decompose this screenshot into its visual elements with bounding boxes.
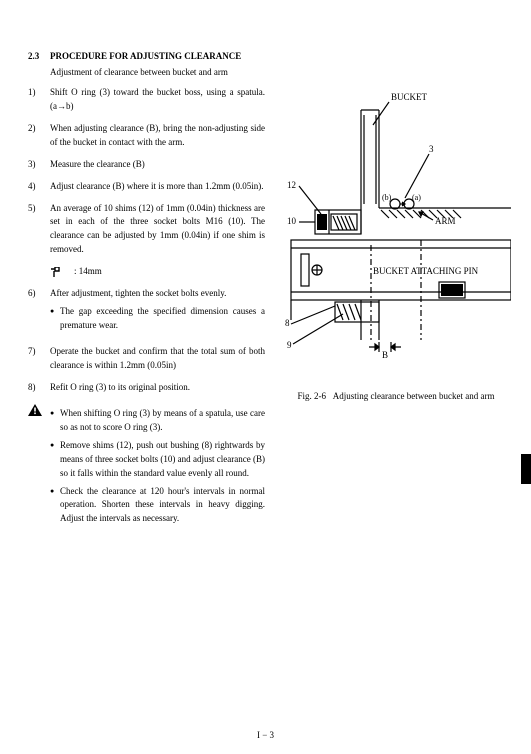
text-column: 2.3 PROCEDURE FOR ADJUSTING CLEARANCE Ad… — [28, 50, 265, 530]
wrench-spec: : 14mm — [50, 265, 265, 279]
step-text: Operate the bucket and confirm that the … — [50, 345, 265, 373]
procedure-list-cont: After adjustment, tighten the socket bol… — [28, 287, 265, 395]
section-heading: 2.3 PROCEDURE FOR ADJUSTING CLEARANCE — [28, 50, 265, 64]
label-9: 9 — [287, 340, 292, 350]
figure-title: Adjusting clearance between bucket and a… — [333, 391, 495, 401]
figure-diagram: BUCKET 3 12 10 (b — [281, 90, 511, 380]
label-3: 3 — [429, 144, 434, 154]
label-8: 8 — [285, 318, 290, 328]
label-12: 12 — [287, 180, 296, 190]
page-edge-tab — [521, 454, 531, 484]
wrench-icon — [50, 267, 68, 277]
section-title-text: PROCEDURE FOR ADJUSTING CLEARANCE — [50, 50, 241, 64]
label-B: B — [382, 350, 388, 360]
procedure-list: Shift O ring (3) toward the bucket boss,… — [28, 86, 265, 257]
step-text: Shift O ring (3) toward the bucket boss,… — [50, 86, 265, 114]
step-text: Adjust clearance (B) where it is more th… — [50, 180, 265, 194]
label-bucket: BUCKET — [391, 92, 428, 102]
warning-text: Check the clearance at 120 hour's interv… — [60, 485, 265, 527]
step-text: Refit O ring (3) to its original positio… — [50, 381, 265, 395]
warning-text: Remove shims (12), push out bushing (8) … — [60, 439, 265, 481]
warning-icon — [28, 404, 42, 416]
figure-number: Fig. 2-6 — [298, 391, 327, 401]
figure-caption: Fig. 2-6 Adjusting clearance between buc… — [281, 391, 511, 401]
section-number: 2.3 — [28, 50, 50, 64]
label-a: (a) — [412, 193, 421, 202]
step-text: When adjusting clearance (B), bring the … — [50, 122, 265, 150]
label-pin: BUCKET ATTACHING PIN — [373, 266, 479, 276]
step-text: Measure the clearance (B) — [50, 158, 265, 172]
page-number: I − 3 — [0, 730, 531, 740]
figure-column: BUCKET 3 12 10 (b — [281, 50, 511, 530]
bullet-text: The gap exceeding the specified dimensio… — [60, 305, 265, 333]
warning-block: When shifting O ring (3) by means of a s… — [28, 403, 265, 531]
wrench-size: : 14mm — [74, 265, 102, 279]
label-10: 10 — [287, 216, 297, 226]
step-text: After adjustment, tighten the socket bol… — [50, 288, 226, 298]
step-text: An average of 10 shims (12) of 1mm (0.04… — [50, 202, 265, 258]
warning-text: When shifting O ring (3) by means of a s… — [60, 407, 265, 435]
label-b: (b) — [382, 193, 392, 202]
intro-text: Adjustment of clearance between bucket a… — [50, 66, 265, 80]
